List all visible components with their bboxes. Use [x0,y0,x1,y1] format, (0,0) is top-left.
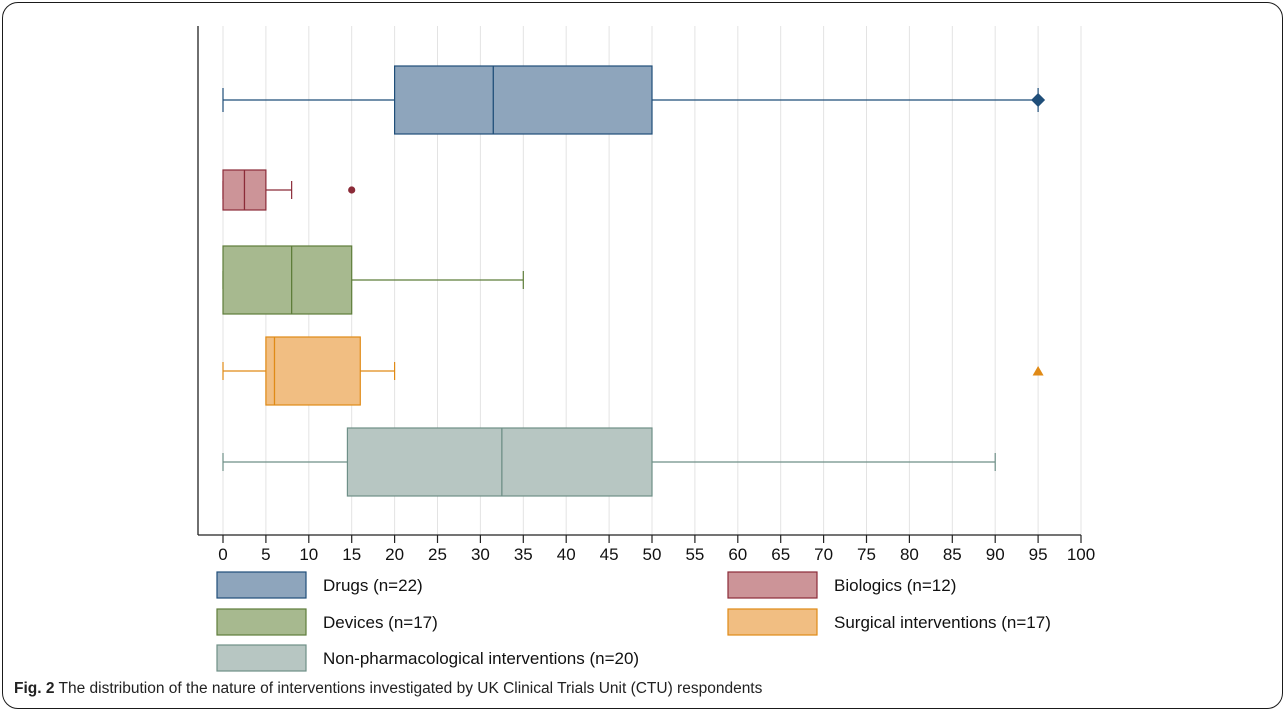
x-tick-label: 45 [600,545,619,564]
x-tick-label: 95 [1029,545,1048,564]
x-tick-label: 55 [685,545,704,564]
x-tick-label: 75 [857,545,876,564]
legend-item: Non-pharmacological interventions (n=20) [216,644,639,672]
x-tick-label: 20 [385,545,404,564]
outlier-point [1031,93,1046,107]
x-tick-label: 5 [261,545,270,564]
legend-label: Devices (n=17) [323,613,438,632]
legend-swatch [216,571,307,599]
figure-label: Fig. 2 [14,680,55,697]
legend-swatch [727,608,818,636]
x-tick-label: 10 [299,545,318,564]
x-tick-label: 85 [943,545,962,564]
box-iqr [265,336,361,406]
legend-swatch [216,644,307,672]
x-tick-label: 60 [728,545,747,564]
legend-item: Biologics (n=12) [727,571,956,599]
outlier-point [348,186,356,194]
box-iqr [222,245,353,315]
figure-caption: Fig. 2 The distribution of the nature of… [14,680,762,698]
x-tick-label: 70 [814,545,833,564]
legend-item: Surgical interventions (n=17) [727,608,1051,636]
legend-swatch [727,571,818,599]
x-tick-label: 40 [557,545,576,564]
legend-item: Devices (n=17) [216,608,438,636]
x-tick-label: 80 [900,545,919,564]
x-tick-label: 50 [643,545,662,564]
outlier-point [1032,366,1044,376]
legend-label: Surgical interventions (n=17) [834,613,1051,632]
box-iqr [394,65,653,135]
legend-item: Drugs (n=22) [216,571,423,599]
box-surgical [222,336,1044,406]
x-tick-label: 0 [218,545,227,564]
legend-swatch [216,608,307,636]
x-tick-label: 90 [986,545,1005,564]
legend-label: Biologics (n=12) [834,576,956,595]
box-series [222,65,1046,497]
x-tick-label: 15 [342,545,361,564]
x-tick-label: 100 [1067,545,1095,564]
box-iqr [346,427,653,497]
x-tick-label: 25 [428,545,447,564]
box-devices [222,245,524,315]
figure-caption-text: The distribution of the nature of interv… [54,680,763,697]
box-biologics [222,169,356,211]
legend-label: Drugs (n=22) [323,576,423,595]
x-tick-label: 65 [771,545,790,564]
box-drugs [222,65,1046,135]
x-tick-label: 30 [471,545,490,564]
legend: Drugs (n=22) Biologics (n=12) Devices (n=1… [216,571,1051,672]
x-axis-ticks: 0 5 10 15 20 25 30 35 40 45 50 55 60 65 70 75 80 85 90 95 10… [218,535,1095,564]
x-tick-label: 35 [514,545,533,564]
box-non-pharmacological [222,427,996,497]
legend-label: Non-pharmacological interventions (n=20) [323,649,639,668]
